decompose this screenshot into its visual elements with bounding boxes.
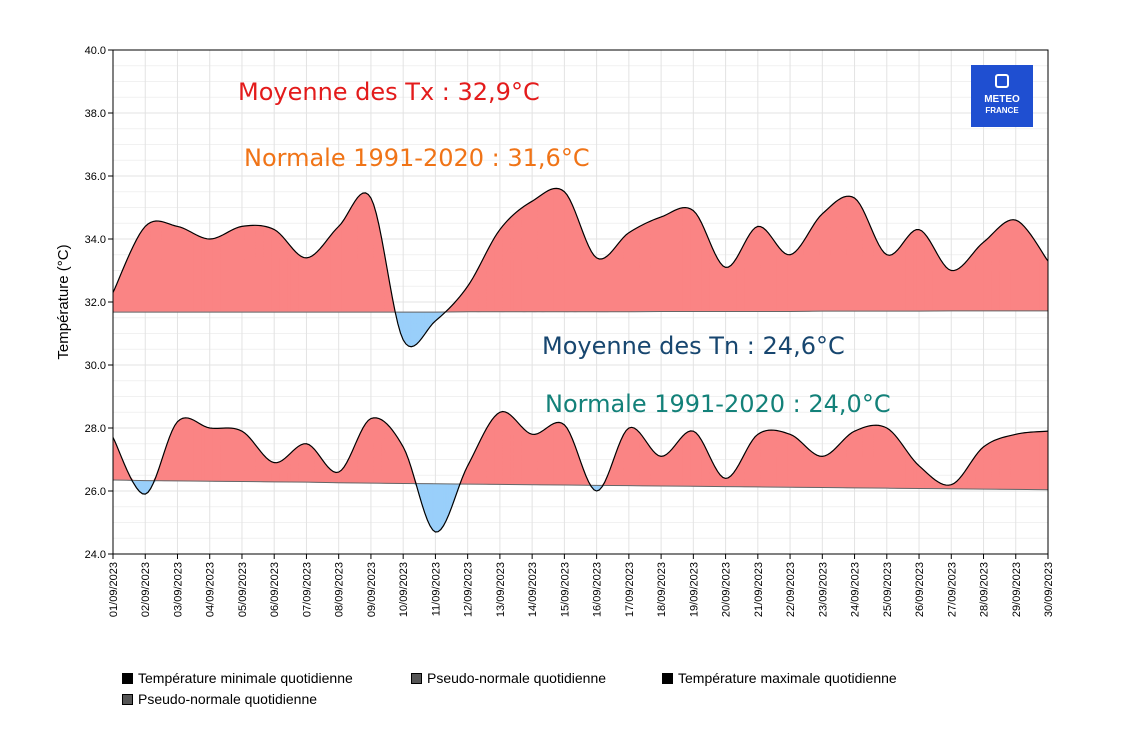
x-tick-label: 24/09/2023	[850, 562, 862, 617]
x-tick-label: 07/09/2023	[301, 562, 313, 617]
legend-label-tx-normal: Pseudo-normale quotidienne	[138, 691, 318, 707]
x-tick-label: 01/09/2023	[108, 562, 120, 617]
annotation-tx-normal: Normale 1991-2020 : 31,6°C	[244, 144, 590, 172]
tx-curve	[112, 187, 1049, 348]
y-tick-label: 32.0	[85, 297, 106, 309]
legend-item-tn: Température minimale quotidienne	[122, 670, 353, 686]
y-tick-label: 36.0	[85, 171, 106, 183]
legend-swatch-tn-normal	[411, 672, 422, 684]
legend-swatch-tn	[122, 672, 133, 684]
x-tick-label: 10/09/2023	[398, 562, 410, 617]
y-tick-label: 24.0	[85, 549, 106, 561]
x-tick-label: 19/09/2023	[688, 562, 700, 617]
x-tick-label: 11/09/2023	[430, 562, 442, 616]
x-tick-label: 29/09/2023	[1011, 562, 1023, 617]
legend-label-tn: Température minimale quotidienne	[138, 670, 353, 686]
chart-areas	[112, 188, 1049, 533]
logo-line-2: FRANCE	[985, 106, 1019, 115]
legend-label-tn-normal: Pseudo-normale quotidienne	[427, 670, 607, 686]
x-tick-label: 27/09/2023	[946, 562, 958, 617]
tx-area-above-normal	[112, 188, 1049, 313]
y-tick-label: 28.0	[85, 423, 106, 435]
tx-normal-line	[113, 310, 1048, 313]
x-tick-label: 12/09/2023	[463, 562, 475, 617]
x-tick-label: 20/09/2023	[721, 562, 733, 617]
chart-lines	[112, 187, 1049, 533]
x-tick-label: 28/09/2023	[979, 562, 991, 617]
legend-swatch-tx	[662, 672, 673, 684]
x-tick-label: 26/09/2023	[914, 562, 926, 617]
annotation-tn-mean: Moyenne des Tn : 24,6°C	[542, 332, 845, 360]
y-tick-label: 40.0	[85, 45, 106, 57]
x-tick-label: 22/09/2023	[785, 562, 797, 617]
x-tick-label: 06/09/2023	[269, 562, 281, 617]
legend-item-tx: Température maximale quotidienne	[662, 670, 897, 686]
tn-area-above-normal	[112, 411, 1049, 491]
legend-swatch-tx-normal	[122, 693, 133, 705]
y-axis: 24.0 26.0 28.0 30.0 32.0 34.0 36.0 38.0 40.0	[85, 45, 113, 561]
legend-item-tn-normal: Pseudo-normale quotidienne	[411, 670, 606, 686]
x-tick-label: 09/09/2023	[366, 562, 378, 617]
x-tick-label: 18/09/2023	[656, 562, 668, 617]
x-tick-label: 17/09/2023	[624, 562, 636, 617]
x-tick-label: 04/09/2023	[205, 562, 217, 617]
tn-curve	[112, 410, 1049, 533]
tn-normal-line	[112, 479, 1049, 491]
meteo-france-logo: METEO FRANCE	[971, 65, 1033, 127]
x-tick-label: 08/09/2023	[334, 562, 346, 617]
x-tick-label: 30/09/2023	[1043, 562, 1055, 617]
y-tick-label: 30.0	[85, 360, 106, 372]
y-axis-label: Température (°C)	[55, 244, 72, 359]
legend-item-tx-normal: Pseudo-normale quotidienne	[122, 691, 317, 707]
x-tick-label: 21/09/2023	[753, 562, 765, 617]
y-tick-label: 26.0	[85, 486, 106, 498]
annotation-tn-normal: Normale 1991-2020 : 24,0°C	[545, 390, 891, 418]
x-tick-label: 16/09/2023	[592, 562, 604, 617]
logo-line-1: METEO	[984, 94, 1020, 105]
annotation-tx-mean: Moyenne des Tx : 32,9°C	[238, 78, 540, 106]
x-tick-label: 15/09/2023	[559, 562, 571, 617]
x-tick-label: 02/09/2023	[140, 562, 152, 617]
y-tick-label: 34.0	[85, 234, 106, 246]
x-tick-label: 23/09/2023	[817, 562, 829, 617]
x-tick-label: 05/09/2023	[237, 562, 249, 617]
x-axis: 01/09/2023 02/09/2023 03/09/2023 04/09/2023…	[108, 554, 1055, 617]
x-tick-label: 14/09/2023	[527, 562, 539, 617]
x-tick-label: 03/09/2023	[172, 562, 184, 617]
x-tick-label: 25/09/2023	[882, 562, 894, 617]
logo-mark-icon	[995, 74, 1009, 88]
x-tick-label: 13/09/2023	[495, 562, 507, 617]
y-tick-label: 38.0	[85, 108, 106, 120]
legend-label-tx: Température maximale quotidienne	[678, 670, 897, 686]
